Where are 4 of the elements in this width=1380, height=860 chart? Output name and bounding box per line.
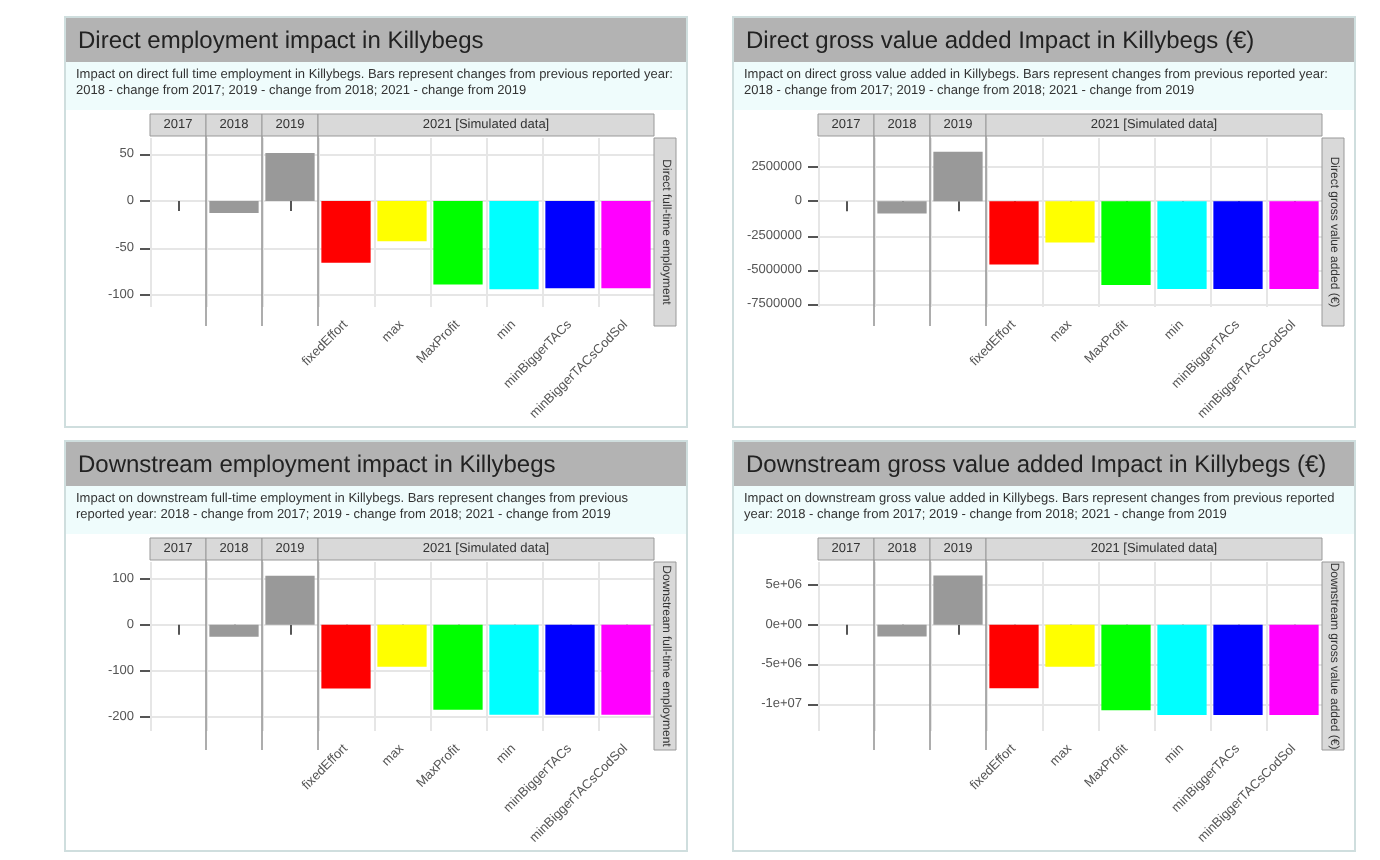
chart-title: Direct gross value added Impact in Killybegs (€) bbox=[734, 18, 1354, 62]
chart-title: Downstream employment impact in Killybegs bbox=[66, 442, 686, 486]
chart-title: Direct employment impact in Killybegs bbox=[66, 18, 686, 62]
chart-title: Downstream gross value added Impact in Killybegs (€) bbox=[734, 442, 1354, 486]
